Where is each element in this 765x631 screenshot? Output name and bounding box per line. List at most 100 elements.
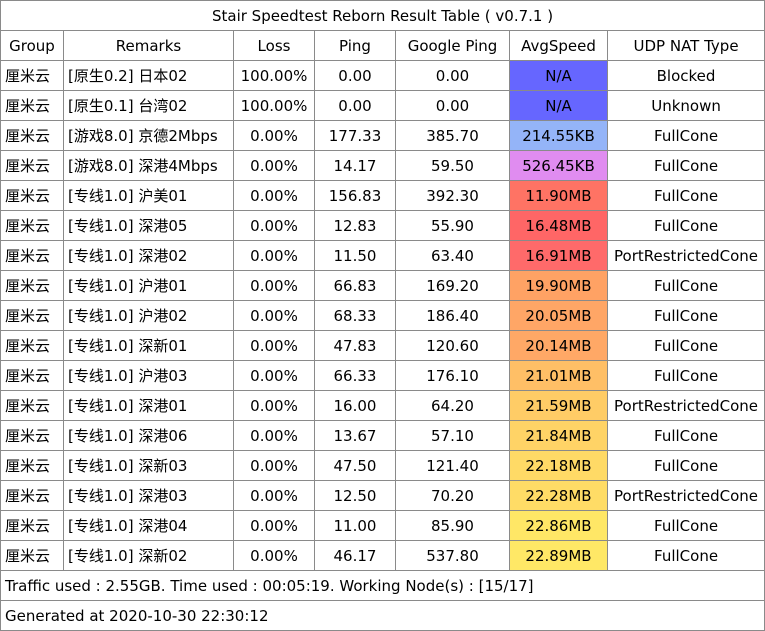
cell-remarks: [专线1.0] 深新01 bbox=[63, 330, 234, 361]
cell-loss: 0.00% bbox=[233, 390, 315, 421]
cell-avg-speed: 526.45KB bbox=[509, 150, 608, 181]
cell-udp-nat-type: Unknown bbox=[606, 90, 765, 121]
column-header-avg-speed: AvgSpeed bbox=[509, 30, 608, 61]
cell-google-ping: 70.20 bbox=[395, 480, 510, 511]
cell-group: 厘米云 bbox=[0, 390, 64, 421]
cell-google-ping: 63.40 bbox=[395, 240, 510, 271]
cell-ping: 11.50 bbox=[314, 240, 396, 271]
table-row: 厘米云 [专线1.0] 沪港01 0.00% 66.83 169.20 19.90MB Fu… bbox=[0, 270, 765, 301]
cell-udp-nat-type: FullCone bbox=[606, 270, 765, 301]
cell-group: 厘米云 bbox=[0, 300, 64, 331]
cell-group: 厘米云 bbox=[0, 450, 64, 481]
cell-remarks: [专线1.0] 深新03 bbox=[63, 450, 234, 481]
cell-group: 厘米云 bbox=[0, 240, 64, 271]
table-row: 厘米云 [专线1.0] 深港04 0.00% 11.00 85.90 22.86MB Ful… bbox=[0, 510, 765, 541]
cell-udp-nat-type: FullCone bbox=[606, 180, 765, 211]
table-row: 厘米云 [原生0.2] 日本02 100.00% 0.00 0.00 N/A Blocked bbox=[0, 60, 765, 91]
cell-ping: 47.50 bbox=[314, 450, 396, 481]
cell-remarks: [游戏8.0] 深港4Mbps bbox=[63, 150, 234, 181]
cell-avg-speed: 19.90MB bbox=[509, 270, 608, 301]
cell-ping: 66.33 bbox=[314, 360, 396, 391]
table-row: 厘米云 [游戏8.0] 深港4Mbps 0.00% 14.17 59.50 526.45K… bbox=[0, 150, 765, 181]
cell-loss: 100.00% bbox=[233, 90, 315, 121]
cell-udp-nat-type: FullCone bbox=[606, 120, 765, 151]
cell-avg-speed: 20.05MB bbox=[509, 300, 608, 331]
cell-remarks: [游戏8.0] 京德2Mbps bbox=[63, 120, 234, 151]
cell-google-ping: 57.10 bbox=[395, 420, 510, 451]
cell-avg-speed: 22.89MB bbox=[509, 540, 608, 571]
cell-loss: 0.00% bbox=[233, 480, 315, 511]
cell-remarks: [原生0.2] 日本02 bbox=[63, 60, 234, 91]
cell-ping: 47.83 bbox=[314, 330, 396, 361]
cell-group: 厘米云 bbox=[0, 120, 64, 151]
cell-loss: 0.00% bbox=[233, 510, 315, 541]
cell-group: 厘米云 bbox=[0, 150, 64, 181]
column-header-remarks: Remarks bbox=[63, 30, 234, 61]
cell-remarks: [专线1.0] 深港04 bbox=[63, 510, 234, 541]
table-row: 厘米云 [专线1.0] 深港02 0.00% 11.50 63.40 16.91MB Por… bbox=[0, 240, 765, 271]
cell-loss: 0.00% bbox=[233, 450, 315, 481]
cell-group: 厘米云 bbox=[0, 480, 64, 511]
table-row: 厘米云 [专线1.0] 沪港02 0.00% 68.33 186.40 20.05MB Fu… bbox=[0, 300, 765, 331]
cell-google-ping: 85.90 bbox=[395, 510, 510, 541]
column-header-udp-nat-type: UDP NAT Type bbox=[606, 30, 765, 61]
cell-google-ping: 176.10 bbox=[395, 360, 510, 391]
cell-udp-nat-type: FullCone bbox=[606, 420, 765, 451]
cell-ping: 16.00 bbox=[314, 390, 396, 421]
cell-loss: 0.00% bbox=[233, 150, 315, 181]
cell-avg-speed: N/A bbox=[509, 90, 608, 121]
table-row: 厘米云 [专线1.0] 深港06 0.00% 13.67 57.10 21.84MB Ful… bbox=[0, 420, 765, 451]
cell-avg-speed: 11.90MB bbox=[509, 180, 608, 211]
cell-ping: 12.83 bbox=[314, 210, 396, 241]
cell-group: 厘米云 bbox=[0, 360, 64, 391]
cell-group: 厘米云 bbox=[0, 180, 64, 211]
cell-udp-nat-type: FullCone bbox=[606, 210, 765, 241]
cell-google-ping: 0.00 bbox=[395, 60, 510, 91]
cell-ping: 177.33 bbox=[314, 120, 396, 151]
cell-loss: 100.00% bbox=[233, 60, 315, 91]
cell-avg-speed: N/A bbox=[509, 60, 608, 91]
cell-google-ping: 0.00 bbox=[395, 90, 510, 121]
cell-udp-nat-type: FullCone bbox=[606, 300, 765, 331]
cell-avg-speed: 21.59MB bbox=[509, 390, 608, 421]
table-row: 厘米云 [专线1.0] 沪美01 0.00% 156.83 392.30 11.90MB F… bbox=[0, 180, 765, 211]
cell-google-ping: 186.40 bbox=[395, 300, 510, 331]
cell-ping: 68.33 bbox=[314, 300, 396, 331]
table-body: 厘米云 [原生0.2] 日本02 100.00% 0.00 0.00 N/A Blocked… bbox=[0, 60, 765, 571]
cell-ping: 0.00 bbox=[314, 90, 396, 121]
cell-loss: 0.00% bbox=[233, 540, 315, 571]
table-row: 厘米云 [专线1.0] 深港05 0.00% 12.83 55.90 16.48MB Ful… bbox=[0, 210, 765, 241]
cell-remarks: [专线1.0] 深港01 bbox=[63, 390, 234, 421]
cell-remarks: [专线1.0] 沪美01 bbox=[63, 180, 234, 211]
cell-google-ping: 64.20 bbox=[395, 390, 510, 421]
cell-group: 厘米云 bbox=[0, 60, 64, 91]
cell-udp-nat-type: PortRestrictedCone bbox=[606, 480, 765, 511]
table-row: 厘米云 [专线1.0] 沪港03 0.00% 66.33 176.10 21.01MB Fu… bbox=[0, 360, 765, 391]
cell-group: 厘米云 bbox=[0, 270, 64, 301]
cell-group: 厘米云 bbox=[0, 330, 64, 361]
cell-remarks: [专线1.0] 深港03 bbox=[63, 480, 234, 511]
cell-udp-nat-type: PortRestrictedCone bbox=[606, 390, 765, 421]
cell-remarks: [原生0.1] 台湾02 bbox=[63, 90, 234, 121]
cell-remarks: [专线1.0] 深港06 bbox=[63, 420, 234, 451]
cell-avg-speed: 22.18MB bbox=[509, 450, 608, 481]
cell-google-ping: 55.90 bbox=[395, 210, 510, 241]
cell-udp-nat-type: FullCone bbox=[606, 360, 765, 391]
cell-loss: 0.00% bbox=[233, 420, 315, 451]
cell-ping: 156.83 bbox=[314, 180, 396, 211]
cell-udp-nat-type: FullCone bbox=[606, 330, 765, 361]
cell-loss: 0.00% bbox=[233, 330, 315, 361]
cell-remarks: [专线1.0] 深新02 bbox=[63, 540, 234, 571]
table-row: 厘米云 [游戏8.0] 京德2Mbps 0.00% 177.33 385.70 214.5… bbox=[0, 120, 765, 151]
cell-ping: 11.00 bbox=[314, 510, 396, 541]
cell-google-ping: 392.30 bbox=[395, 180, 510, 211]
traffic-summary: Traffic used : 2.55GB. Time used : 00:05… bbox=[0, 570, 765, 601]
table-row: 厘米云 [专线1.0] 深新02 0.00% 46.17 537.80 22.89MB Fu… bbox=[0, 540, 765, 571]
cell-loss: 0.00% bbox=[233, 240, 315, 271]
cell-loss: 0.00% bbox=[233, 360, 315, 391]
cell-google-ping: 121.40 bbox=[395, 450, 510, 481]
table-row: 厘米云 [专线1.0] 深新01 0.00% 47.83 120.60 20.14MB Fu… bbox=[0, 330, 765, 361]
cell-group: 厘米云 bbox=[0, 540, 64, 571]
cell-group: 厘米云 bbox=[0, 210, 64, 241]
